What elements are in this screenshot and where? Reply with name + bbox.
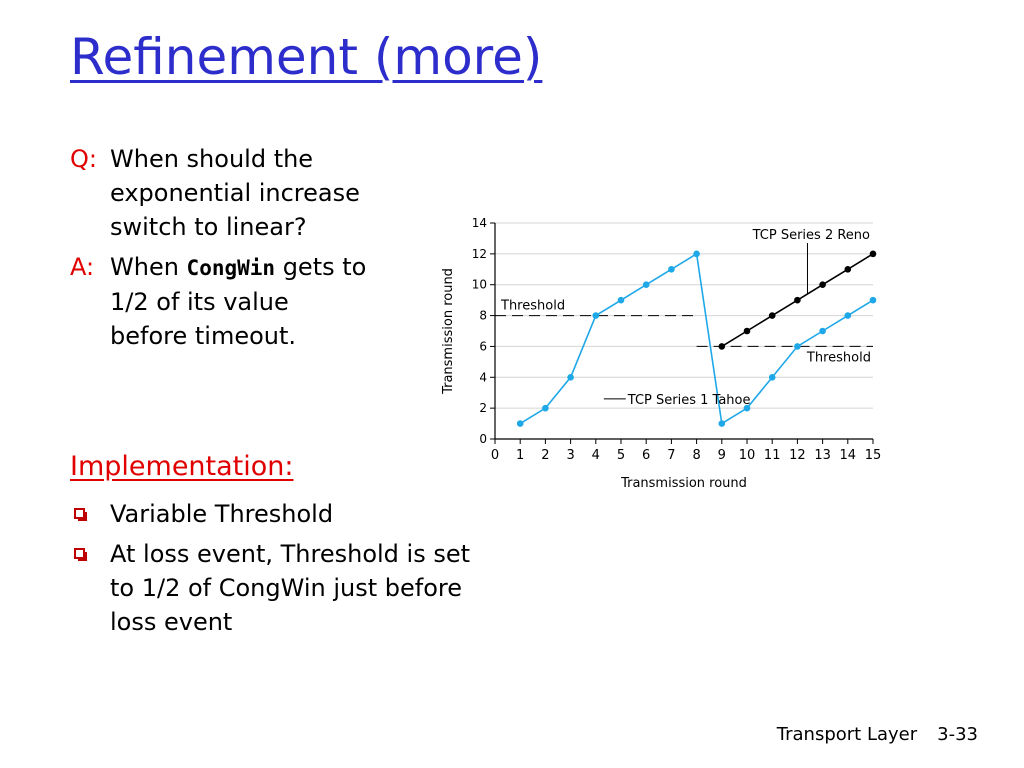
series-label: TCP Series 2 Reno bbox=[752, 228, 870, 243]
x-tick-label: 0 bbox=[491, 448, 499, 463]
question-tag: Q: bbox=[70, 145, 97, 173]
x-tick-label: 10 bbox=[739, 448, 756, 463]
x-tick-label: 7 bbox=[667, 448, 675, 463]
bullet-list: Variable Threshold At loss event, Thresh… bbox=[70, 497, 480, 645]
data-point bbox=[869, 250, 877, 258]
bullet-text: At loss event, Threshold is set to 1/2 o… bbox=[110, 540, 471, 636]
data-point bbox=[844, 265, 852, 273]
question-answer-block: Q: When should the exponential increase … bbox=[70, 142, 370, 359]
y-axis-label: Transmission round bbox=[441, 268, 456, 395]
slide-title: Refinement (more) bbox=[70, 28, 543, 86]
y-tick-label: 12 bbox=[472, 247, 487, 261]
x-tick-label: 9 bbox=[718, 448, 726, 463]
data-point bbox=[592, 312, 600, 319]
data-point bbox=[768, 373, 776, 381]
bullet-text: Variable Threshold bbox=[110, 500, 334, 528]
data-point bbox=[718, 343, 726, 350]
footer-page-number: 3-33 bbox=[937, 724, 978, 745]
congwin-code: CongWin bbox=[186, 256, 276, 280]
x-tick-label: 4 bbox=[592, 448, 600, 463]
x-tick-label: 2 bbox=[541, 448, 549, 463]
y-tick-label: 4 bbox=[479, 370, 487, 384]
data-point bbox=[718, 420, 726, 427]
data-point bbox=[693, 250, 700, 258]
data-point bbox=[819, 327, 826, 335]
question-item: Q: When should the exponential increase … bbox=[70, 142, 370, 244]
y-tick-label: 14 bbox=[472, 216, 487, 230]
y-tick-label: 8 bbox=[479, 309, 487, 323]
answer-item: A: When CongWin gets to 1/2 of its value… bbox=[70, 250, 370, 353]
y-tick-label: 6 bbox=[479, 339, 487, 353]
data-point bbox=[516, 420, 524, 427]
series-label: TCP Series 1 Tahoe bbox=[627, 393, 751, 408]
list-item: Variable Threshold bbox=[70, 497, 480, 531]
x-tick-label: 6 bbox=[642, 448, 650, 463]
data-point bbox=[642, 281, 650, 289]
x-tick-label: 12 bbox=[789, 448, 806, 463]
x-tick-label: 5 bbox=[617, 448, 625, 463]
implementation-heading: Implementation: bbox=[70, 451, 294, 482]
answer-tag: A: bbox=[70, 253, 95, 281]
data-point bbox=[794, 343, 801, 350]
y-tick-label: 2 bbox=[479, 401, 487, 415]
data-point bbox=[844, 312, 852, 319]
data-point bbox=[567, 373, 574, 381]
checkbox-bullet-icon bbox=[74, 548, 87, 561]
x-tick-label: 8 bbox=[692, 448, 700, 463]
y-tick-label: 10 bbox=[472, 278, 487, 292]
x-tick-label: 13 bbox=[814, 448, 831, 463]
data-point bbox=[768, 312, 776, 319]
data-point bbox=[743, 404, 751, 412]
threshold-label: Threshold bbox=[500, 299, 565, 314]
x-axis-label: Transmission round bbox=[620, 476, 747, 491]
checkbox-bullet-icon bbox=[74, 508, 87, 521]
x-tick-label: 11 bbox=[764, 448, 781, 463]
slide-footer: Transport Layer 3-33 bbox=[777, 724, 978, 745]
x-tick-label: 3 bbox=[566, 448, 574, 463]
data-point bbox=[819, 281, 826, 289]
data-point bbox=[542, 404, 549, 412]
data-point bbox=[869, 296, 877, 304]
data-point bbox=[743, 327, 751, 335]
threshold-label: Threshold bbox=[806, 350, 871, 365]
y-tick-label: 0 bbox=[479, 432, 487, 446]
footer-section: Transport Layer bbox=[776, 724, 918, 745]
x-tick-label: 15 bbox=[865, 448, 882, 463]
answer-text-rest: gets to 1/2 of its value before timeout. bbox=[110, 253, 367, 350]
data-point bbox=[668, 265, 675, 273]
answer-text-lead: When bbox=[110, 253, 187, 281]
x-tick-label: 1 bbox=[516, 448, 524, 463]
data-point bbox=[794, 296, 801, 304]
list-item: At loss event, Threshold is set to 1/2 o… bbox=[70, 537, 480, 639]
question-text: When should the exponential increase swi… bbox=[110, 145, 360, 241]
data-point bbox=[617, 296, 625, 304]
x-tick-label: 14 bbox=[840, 448, 857, 463]
